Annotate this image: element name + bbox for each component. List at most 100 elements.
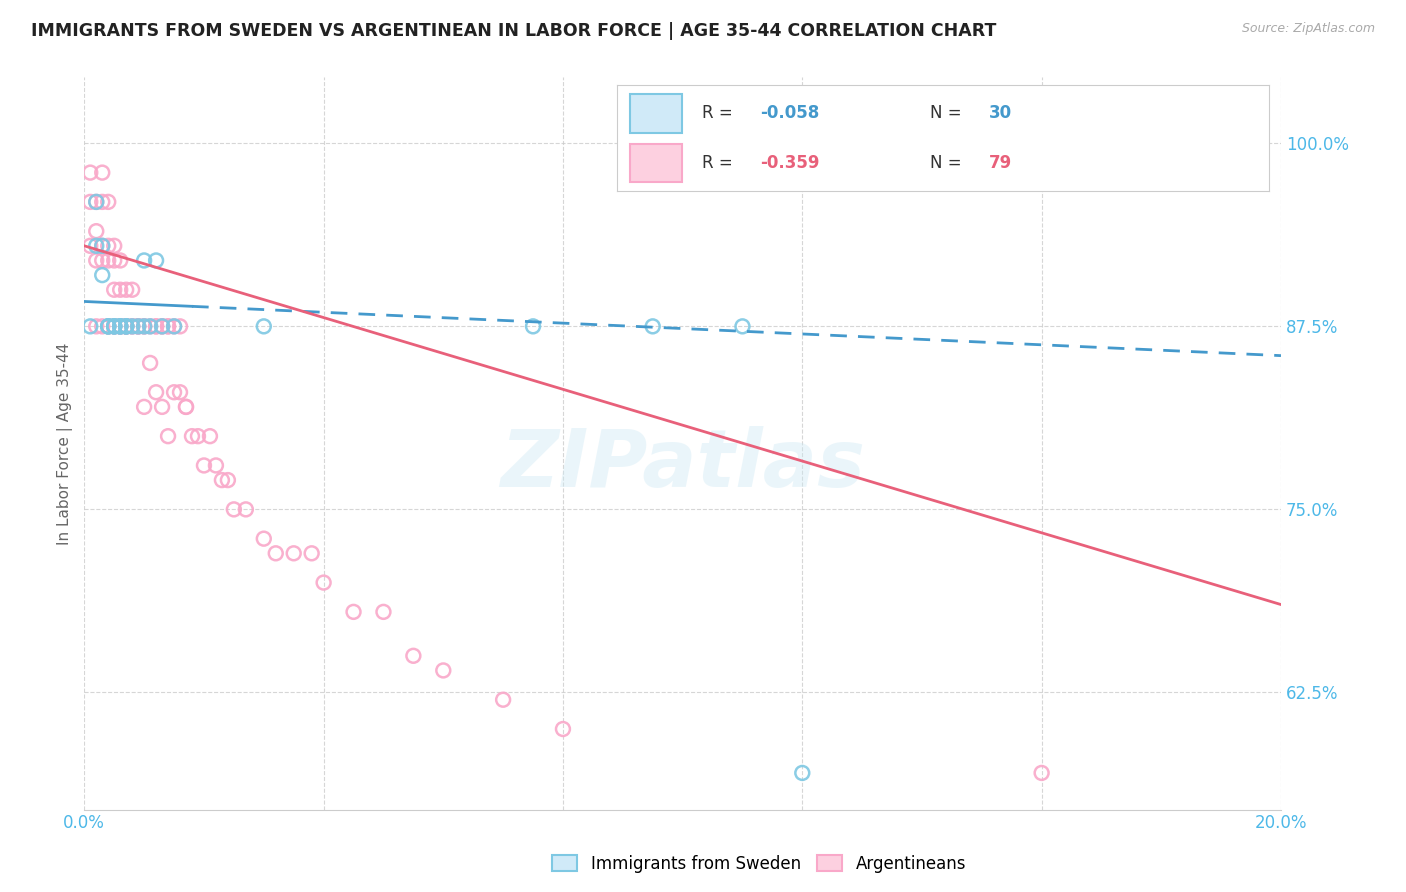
Point	[187, 429, 209, 443]
Point	[84, 224, 107, 238]
Point	[103, 283, 125, 297]
Point	[253, 532, 276, 546]
Point	[127, 319, 149, 334]
Point	[79, 194, 101, 209]
Legend: Immigrants from Sweden, Argentineans: Immigrants from Sweden, Argentineans	[546, 848, 973, 880]
Text: ZIPatlas: ZIPatlas	[501, 426, 865, 505]
Point	[432, 664, 454, 678]
Point	[91, 239, 114, 253]
Point	[91, 268, 114, 282]
Point	[139, 319, 162, 334]
Point	[264, 546, 287, 560]
Point	[97, 319, 120, 334]
Point	[103, 239, 125, 253]
Y-axis label: In Labor Force | Age 35-44: In Labor Force | Age 35-44	[58, 343, 73, 545]
Point	[792, 766, 814, 780]
Point	[115, 319, 138, 334]
Point	[198, 429, 221, 443]
Point	[145, 385, 167, 400]
Point	[312, 575, 335, 590]
Point	[97, 319, 120, 334]
Point	[211, 473, 233, 487]
Point	[115, 319, 138, 334]
Point	[134, 319, 156, 334]
Point	[115, 283, 138, 297]
Point	[205, 458, 228, 473]
Point	[731, 319, 754, 334]
Point	[108, 319, 131, 334]
Point	[121, 319, 143, 334]
Point	[253, 319, 276, 334]
Point	[157, 319, 180, 334]
Point	[283, 546, 305, 560]
Point	[97, 319, 120, 334]
Point	[97, 319, 120, 334]
Point	[641, 319, 664, 334]
Point	[108, 319, 131, 334]
Point	[84, 239, 107, 253]
Point	[108, 319, 131, 334]
Point	[1031, 766, 1053, 780]
Point	[157, 429, 180, 443]
Point	[108, 283, 131, 297]
Point	[217, 473, 239, 487]
Point	[108, 319, 131, 334]
Point	[84, 194, 107, 209]
Point	[127, 319, 149, 334]
Point	[91, 319, 114, 334]
Point	[103, 319, 125, 334]
Point	[139, 319, 162, 334]
Point	[139, 356, 162, 370]
Point	[402, 648, 425, 663]
Point	[91, 239, 114, 253]
Point	[174, 400, 197, 414]
Point	[551, 722, 574, 736]
Point	[84, 253, 107, 268]
Point	[108, 319, 131, 334]
Point	[79, 166, 101, 180]
Point	[301, 546, 323, 560]
Point	[157, 319, 180, 334]
Point	[163, 319, 186, 334]
Point	[150, 319, 173, 334]
Point	[79, 239, 101, 253]
Point	[121, 319, 143, 334]
Point	[522, 319, 544, 334]
Point	[134, 319, 156, 334]
Point	[115, 319, 138, 334]
Point	[150, 319, 173, 334]
Point	[91, 166, 114, 180]
Text: IMMIGRANTS FROM SWEDEN VS ARGENTINEAN IN LABOR FORCE | AGE 35-44 CORRELATION CHA: IMMIGRANTS FROM SWEDEN VS ARGENTINEAN IN…	[31, 22, 997, 40]
Point	[115, 319, 138, 334]
Point	[121, 319, 143, 334]
Point	[115, 319, 138, 334]
Point	[79, 319, 101, 334]
Point	[145, 253, 167, 268]
Point	[222, 502, 245, 516]
Point	[97, 253, 120, 268]
Point	[97, 194, 120, 209]
Point	[103, 253, 125, 268]
Point	[103, 319, 125, 334]
Point	[169, 385, 191, 400]
Point	[181, 429, 204, 443]
Point	[103, 319, 125, 334]
Point	[145, 319, 167, 334]
Point	[127, 319, 149, 334]
Text: Source: ZipAtlas.com: Source: ZipAtlas.com	[1241, 22, 1375, 36]
Point	[115, 319, 138, 334]
Point	[342, 605, 364, 619]
Point	[121, 283, 143, 297]
Point	[163, 385, 186, 400]
Point	[373, 605, 395, 619]
Point	[127, 319, 149, 334]
Point	[108, 253, 131, 268]
Point	[103, 319, 125, 334]
Point	[97, 239, 120, 253]
Point	[97, 319, 120, 334]
Point	[145, 319, 167, 334]
Point	[134, 253, 156, 268]
Point	[492, 692, 515, 706]
Point	[163, 319, 186, 334]
Point	[150, 400, 173, 414]
